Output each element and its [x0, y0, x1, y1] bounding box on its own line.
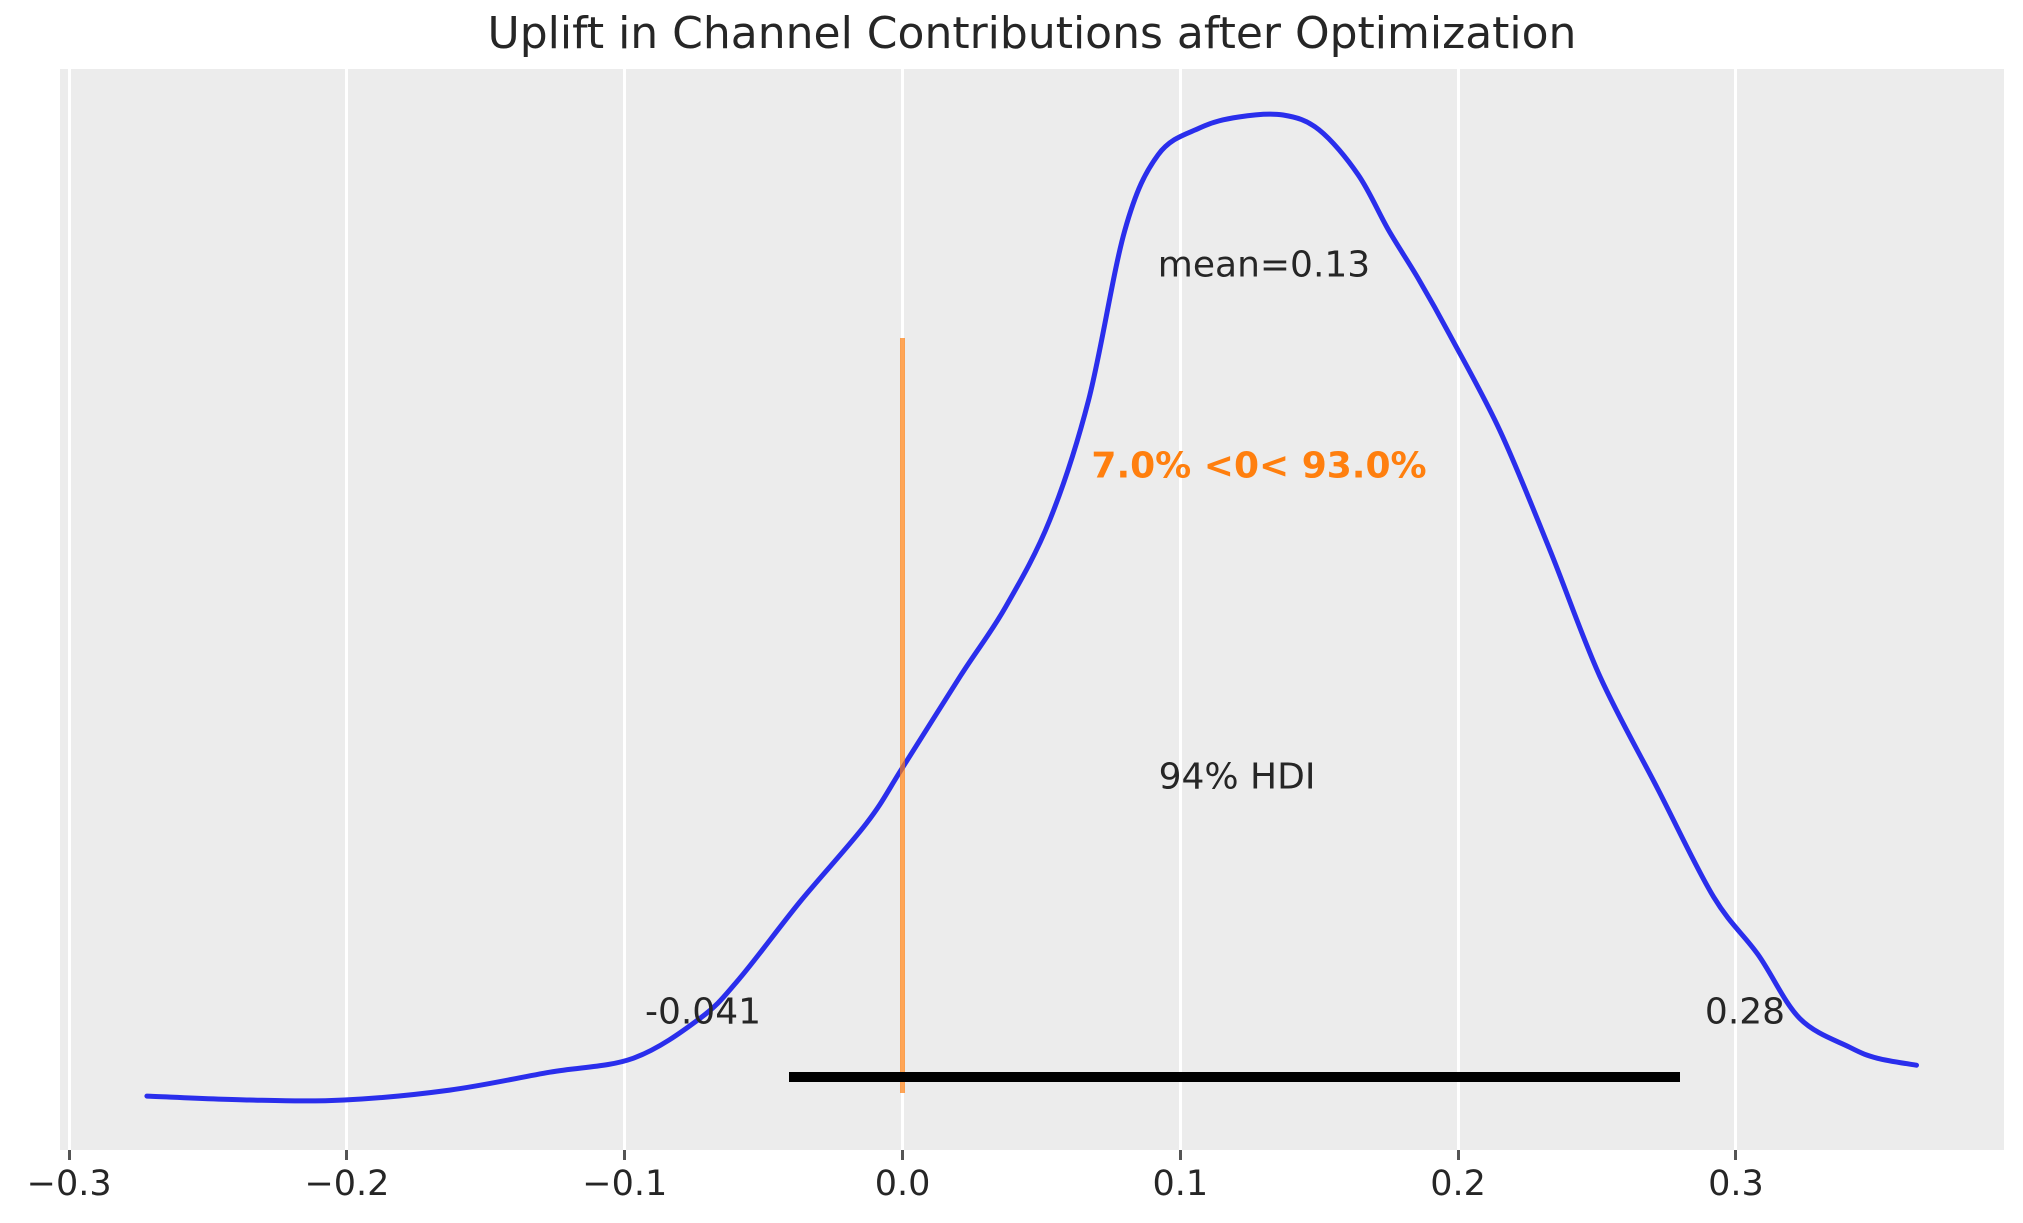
- x-tick-label: 0.3: [1708, 1164, 1764, 1204]
- chart-title: Uplift in Channel Contributions after Op…: [487, 8, 1577, 59]
- hdi-label: 94% HDI: [1158, 756, 1316, 798]
- x-tick-label: −0.1: [582, 1164, 668, 1204]
- hdi-interval-line: [788, 1072, 1681, 1082]
- x-tick-label: 0.2: [1430, 1164, 1486, 1204]
- x-gridline: [345, 69, 349, 1150]
- x-tick-mark: [1456, 1150, 1460, 1160]
- hdi-lower-value: -0.041: [644, 991, 762, 1033]
- x-tick-label: −0.2: [304, 1164, 390, 1204]
- kde-curve: [144, 111, 1919, 1104]
- x-axis: −0.3 −0.2 −0.1 0.0 0.1 0.2 0.3: [27, 1150, 2004, 1223]
- x-tick-label: 0.1: [1152, 1164, 1209, 1204]
- x-tick-mark: [1734, 1150, 1738, 1160]
- ref-probability-label: 7.0% <0< 93.0%: [1091, 445, 1427, 487]
- x-tick-mark: [1178, 1150, 1182, 1160]
- x-gridline: [623, 69, 627, 1150]
- x-tick-mark: [67, 1150, 71, 1160]
- zero-reference-line: [900, 338, 906, 1093]
- hdi-upper-value: 0.28: [1704, 991, 1786, 1033]
- mean-label: mean=0.13: [1157, 244, 1371, 286]
- x-tick-mark: [345, 1150, 349, 1160]
- kde-density-path: [144, 111, 1919, 1104]
- x-gridline: [1178, 69, 1182, 1150]
- x-gridline: [1734, 69, 1738, 1150]
- plot-area: mean=0.13 7.0% <0< 93.0% 94% HDI -0.041 …: [60, 69, 2004, 1150]
- x-tick-mark: [901, 1150, 905, 1160]
- x-gridline: [1456, 69, 1460, 1150]
- x-gridline: [67, 69, 71, 1150]
- x-tick-label: 0.0: [874, 1164, 931, 1204]
- x-tick-mark: [623, 1150, 627, 1160]
- x-tick-label: −0.3: [26, 1164, 112, 1204]
